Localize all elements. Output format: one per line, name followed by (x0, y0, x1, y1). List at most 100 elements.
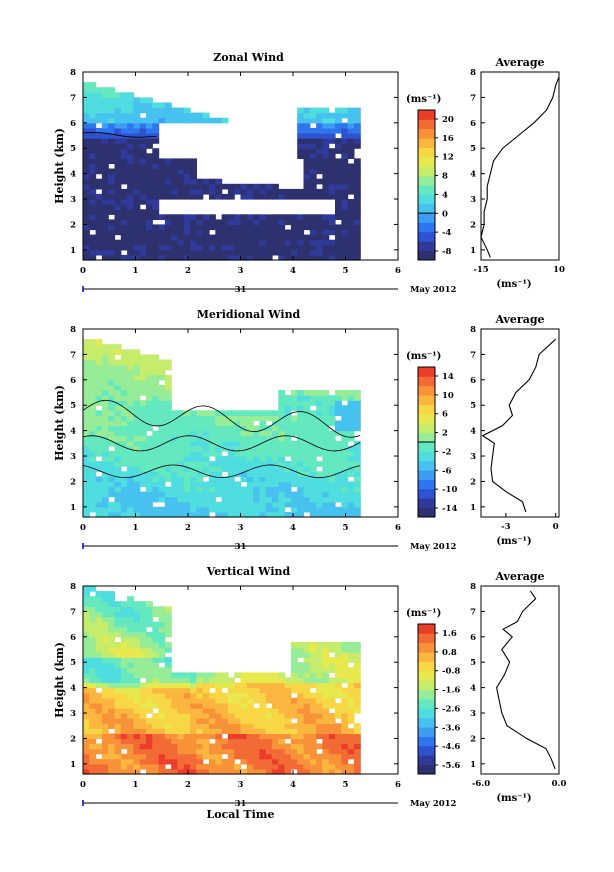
heatmap-cell (89, 102, 97, 109)
heatmap-cell (127, 384, 134, 391)
heatmap-cell (146, 486, 153, 493)
heatmap-cell (347, 641, 355, 648)
heatmap-cell (347, 107, 355, 114)
heatmap-cell (183, 173, 191, 180)
heatmap-cell (158, 743, 166, 750)
heatmap-cell (347, 486, 355, 493)
heatmap-cell (309, 471, 317, 477)
heatmap-cell (297, 677, 305, 684)
heatmap-cell (196, 758, 204, 765)
heatmap-cell (152, 214, 160, 220)
heatmap-cell (158, 748, 166, 755)
heatmap-cell (303, 733, 311, 740)
heatmap-cell (215, 430, 223, 437)
heatmap-cell (196, 702, 204, 709)
heatmap-cell (101, 153, 109, 159)
heatmap-cell (183, 753, 191, 760)
heatmap-cell (328, 178, 336, 185)
heatmap-cell (152, 743, 160, 750)
heatmap-cell (190, 450, 197, 457)
heatmap-cell (139, 390, 147, 396)
colorbar-swatch (418, 699, 435, 709)
heatmap-cell (127, 753, 134, 760)
colorbar-tick-label: 12 (442, 153, 454, 163)
heatmap-cell (101, 359, 109, 366)
heatmap-cell (127, 657, 134, 663)
heatmap-cell (316, 224, 323, 231)
heatmap-cell (89, 219, 97, 226)
heatmap-cell (265, 677, 273, 684)
heatmap-cell (221, 244, 229, 251)
x-tick-label: 6 (395, 780, 401, 790)
heatmap-cell (190, 117, 197, 124)
heatmap-cell (290, 461, 298, 467)
heatmap-cell (108, 456, 116, 462)
heatmap-cell (152, 456, 160, 462)
colorbar-swatch (418, 652, 435, 662)
heatmap-cell (309, 707, 317, 714)
heatmap-cell (221, 466, 229, 472)
heatmap-cell (221, 728, 229, 734)
heatmap-cell (227, 702, 235, 709)
heatmap-cell (328, 713, 336, 719)
heatmap-cell (297, 430, 305, 437)
heatmap-cell (196, 687, 204, 694)
heatmap-cell (133, 420, 141, 427)
heatmap-cell (127, 496, 134, 503)
heatmap-cell (89, 188, 97, 195)
heatmap-cell (328, 647, 336, 653)
heatmap-cell (322, 692, 330, 699)
heatmap-cell (227, 697, 235, 704)
heatmap-cell (316, 158, 323, 165)
heatmap-cell (246, 229, 254, 236)
heatmap-cell (246, 244, 254, 251)
heatmap-cell (108, 738, 116, 745)
heatmap-cell (146, 718, 153, 724)
heatmap-cell (322, 501, 330, 508)
y-tick-label: 5 (70, 144, 76, 154)
x-tick-label: 0 (80, 266, 86, 276)
heatmap-cell (171, 723, 179, 729)
heatmap-cell (164, 753, 172, 760)
heatmap-cell (158, 611, 166, 618)
heatmap-cell (227, 219, 235, 226)
heatmap-cell (158, 763, 166, 770)
heatmap-cell (347, 410, 355, 416)
heatmap-cell (209, 672, 216, 679)
heatmap-cell (183, 738, 191, 745)
heatmap-cell (101, 122, 109, 129)
heatmap-cell (171, 163, 179, 170)
heatmap-cell (158, 430, 166, 437)
heatmap-cell (227, 728, 235, 734)
heatmap-cell (316, 148, 323, 154)
heatmap-cell (120, 611, 128, 618)
heatmap-cell (215, 410, 223, 416)
heatmap-cell (265, 239, 273, 246)
heatmap-cell (101, 491, 109, 498)
heatmap-cell (309, 743, 317, 750)
heatmap-cell (158, 476, 166, 483)
heatmap-cell (89, 138, 97, 144)
heatmap-cell (183, 672, 191, 679)
heatmap-cell (303, 486, 311, 493)
y-axis-label: Height (km) (53, 128, 66, 204)
heatmap-cell (278, 471, 286, 477)
heatmap-cell (290, 501, 298, 508)
heatmap-cell (133, 743, 141, 750)
heatmap-cell (146, 354, 153, 361)
heatmap-cell (164, 657, 172, 663)
heatmap-cell (114, 657, 122, 663)
profile-x-tick-label: -15 (473, 265, 488, 275)
heatmap-cell (227, 506, 235, 513)
heatmap-cell (190, 183, 197, 190)
heatmap-cell (101, 486, 109, 493)
heatmap-cell (353, 667, 361, 673)
heatmap-cell (316, 188, 323, 195)
heatmap-cell (183, 430, 191, 437)
colorbar-swatch (418, 395, 435, 405)
heatmap-cell (101, 748, 109, 755)
profile-y-tick-label: 1 (470, 760, 476, 770)
heatmap-cell (309, 702, 317, 709)
heatmap-cell (246, 511, 254, 518)
heatmap-cell (146, 395, 153, 401)
